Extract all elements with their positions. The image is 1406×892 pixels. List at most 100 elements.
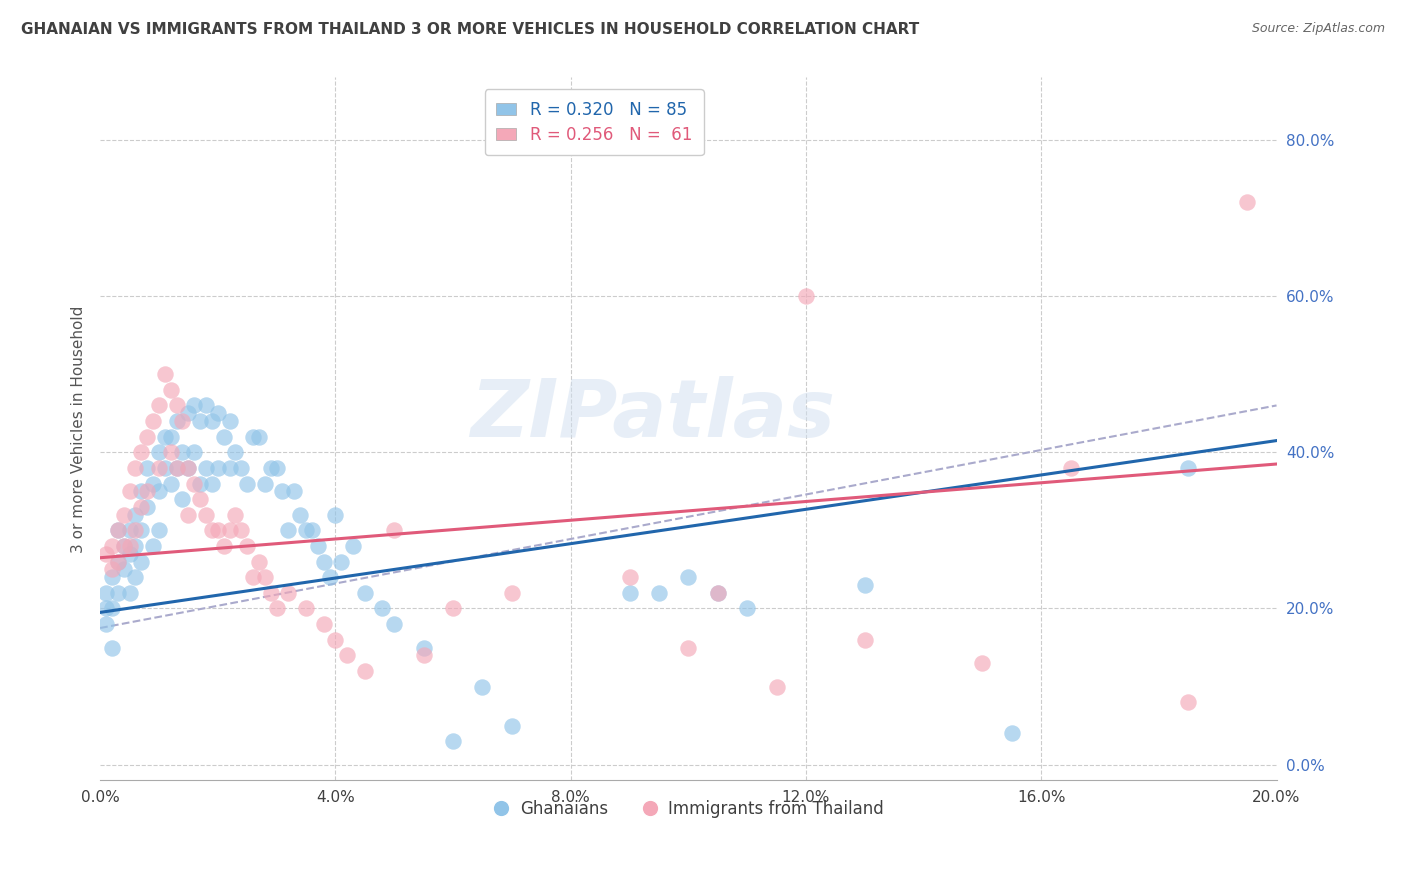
Point [288,508,311,522]
Point [153,368,176,382]
Point [107,524,129,538]
Point [118,547,141,561]
Point [330,555,353,569]
Point [501,586,523,600]
Point [253,476,276,491]
Point [188,476,211,491]
Point [1001,726,1024,740]
Point [201,524,224,538]
Point [853,578,876,592]
Text: ZIPatlas: ZIPatlas [471,376,835,454]
Point [188,414,211,428]
Point [231,524,253,538]
Point [101,601,124,615]
Point [112,562,135,576]
Point [183,476,205,491]
Point [172,414,194,428]
Point [166,414,188,428]
Point [336,648,359,663]
Point [172,492,194,507]
Point [118,484,141,499]
Point [195,461,218,475]
Point [260,586,283,600]
Point [136,461,159,475]
Point [382,617,405,632]
Point [312,555,335,569]
Point [318,570,340,584]
Point [271,484,294,499]
Point [131,484,153,499]
Point [183,445,205,459]
Point [124,508,146,522]
Point [112,539,135,553]
Point [678,640,700,655]
Point [177,406,200,420]
Point [207,524,229,538]
Point [195,399,218,413]
Point [124,524,146,538]
Point [353,586,375,600]
Point [107,586,129,600]
Point [1236,195,1258,210]
Point [218,524,240,538]
Point [166,461,188,475]
Text: GHANAIAN VS IMMIGRANTS FROM THAILAND 3 OR MORE VEHICLES IN HOUSEHOLD CORRELATION: GHANAIAN VS IMMIGRANTS FROM THAILAND 3 O… [21,22,920,37]
Point [148,484,170,499]
Point [136,484,159,499]
Point [765,680,787,694]
Point [218,461,240,475]
Point [1177,461,1199,475]
Point [107,555,129,569]
Point [325,632,347,647]
Point [201,476,224,491]
Point [118,524,141,538]
Point [471,680,494,694]
Point [236,476,259,491]
Point [247,555,270,569]
Point [131,524,153,538]
Point [136,500,159,514]
Point [794,289,817,303]
Point [706,586,728,600]
Point [177,461,200,475]
Point [148,399,170,413]
Point [118,586,141,600]
Point [142,414,165,428]
Point [159,383,181,397]
Point [94,617,117,632]
Point [112,508,135,522]
Point [166,399,188,413]
Point [177,461,200,475]
Point [142,476,165,491]
Point [972,656,994,670]
Point [107,555,129,569]
Point [253,570,276,584]
Point [353,664,375,678]
Point [648,586,671,600]
Point [312,617,335,632]
Point [177,508,200,522]
Point [382,524,405,538]
Point [325,508,347,522]
Point [706,586,728,600]
Point [1059,461,1081,475]
Point [619,570,641,584]
Text: Source: ZipAtlas.com: Source: ZipAtlas.com [1251,22,1385,36]
Point [678,570,700,584]
Point [212,539,235,553]
Point [212,430,235,444]
Point [94,601,117,615]
Point [412,648,434,663]
Point [148,524,170,538]
Point [101,562,124,576]
Point [118,539,141,553]
Point [131,445,153,459]
Point [188,492,211,507]
Y-axis label: 3 or more Vehicles in Household: 3 or more Vehicles in Household [72,305,86,552]
Point [295,524,318,538]
Point [735,601,758,615]
Point [260,461,283,475]
Point [124,570,146,584]
Point [242,430,264,444]
Point [183,399,205,413]
